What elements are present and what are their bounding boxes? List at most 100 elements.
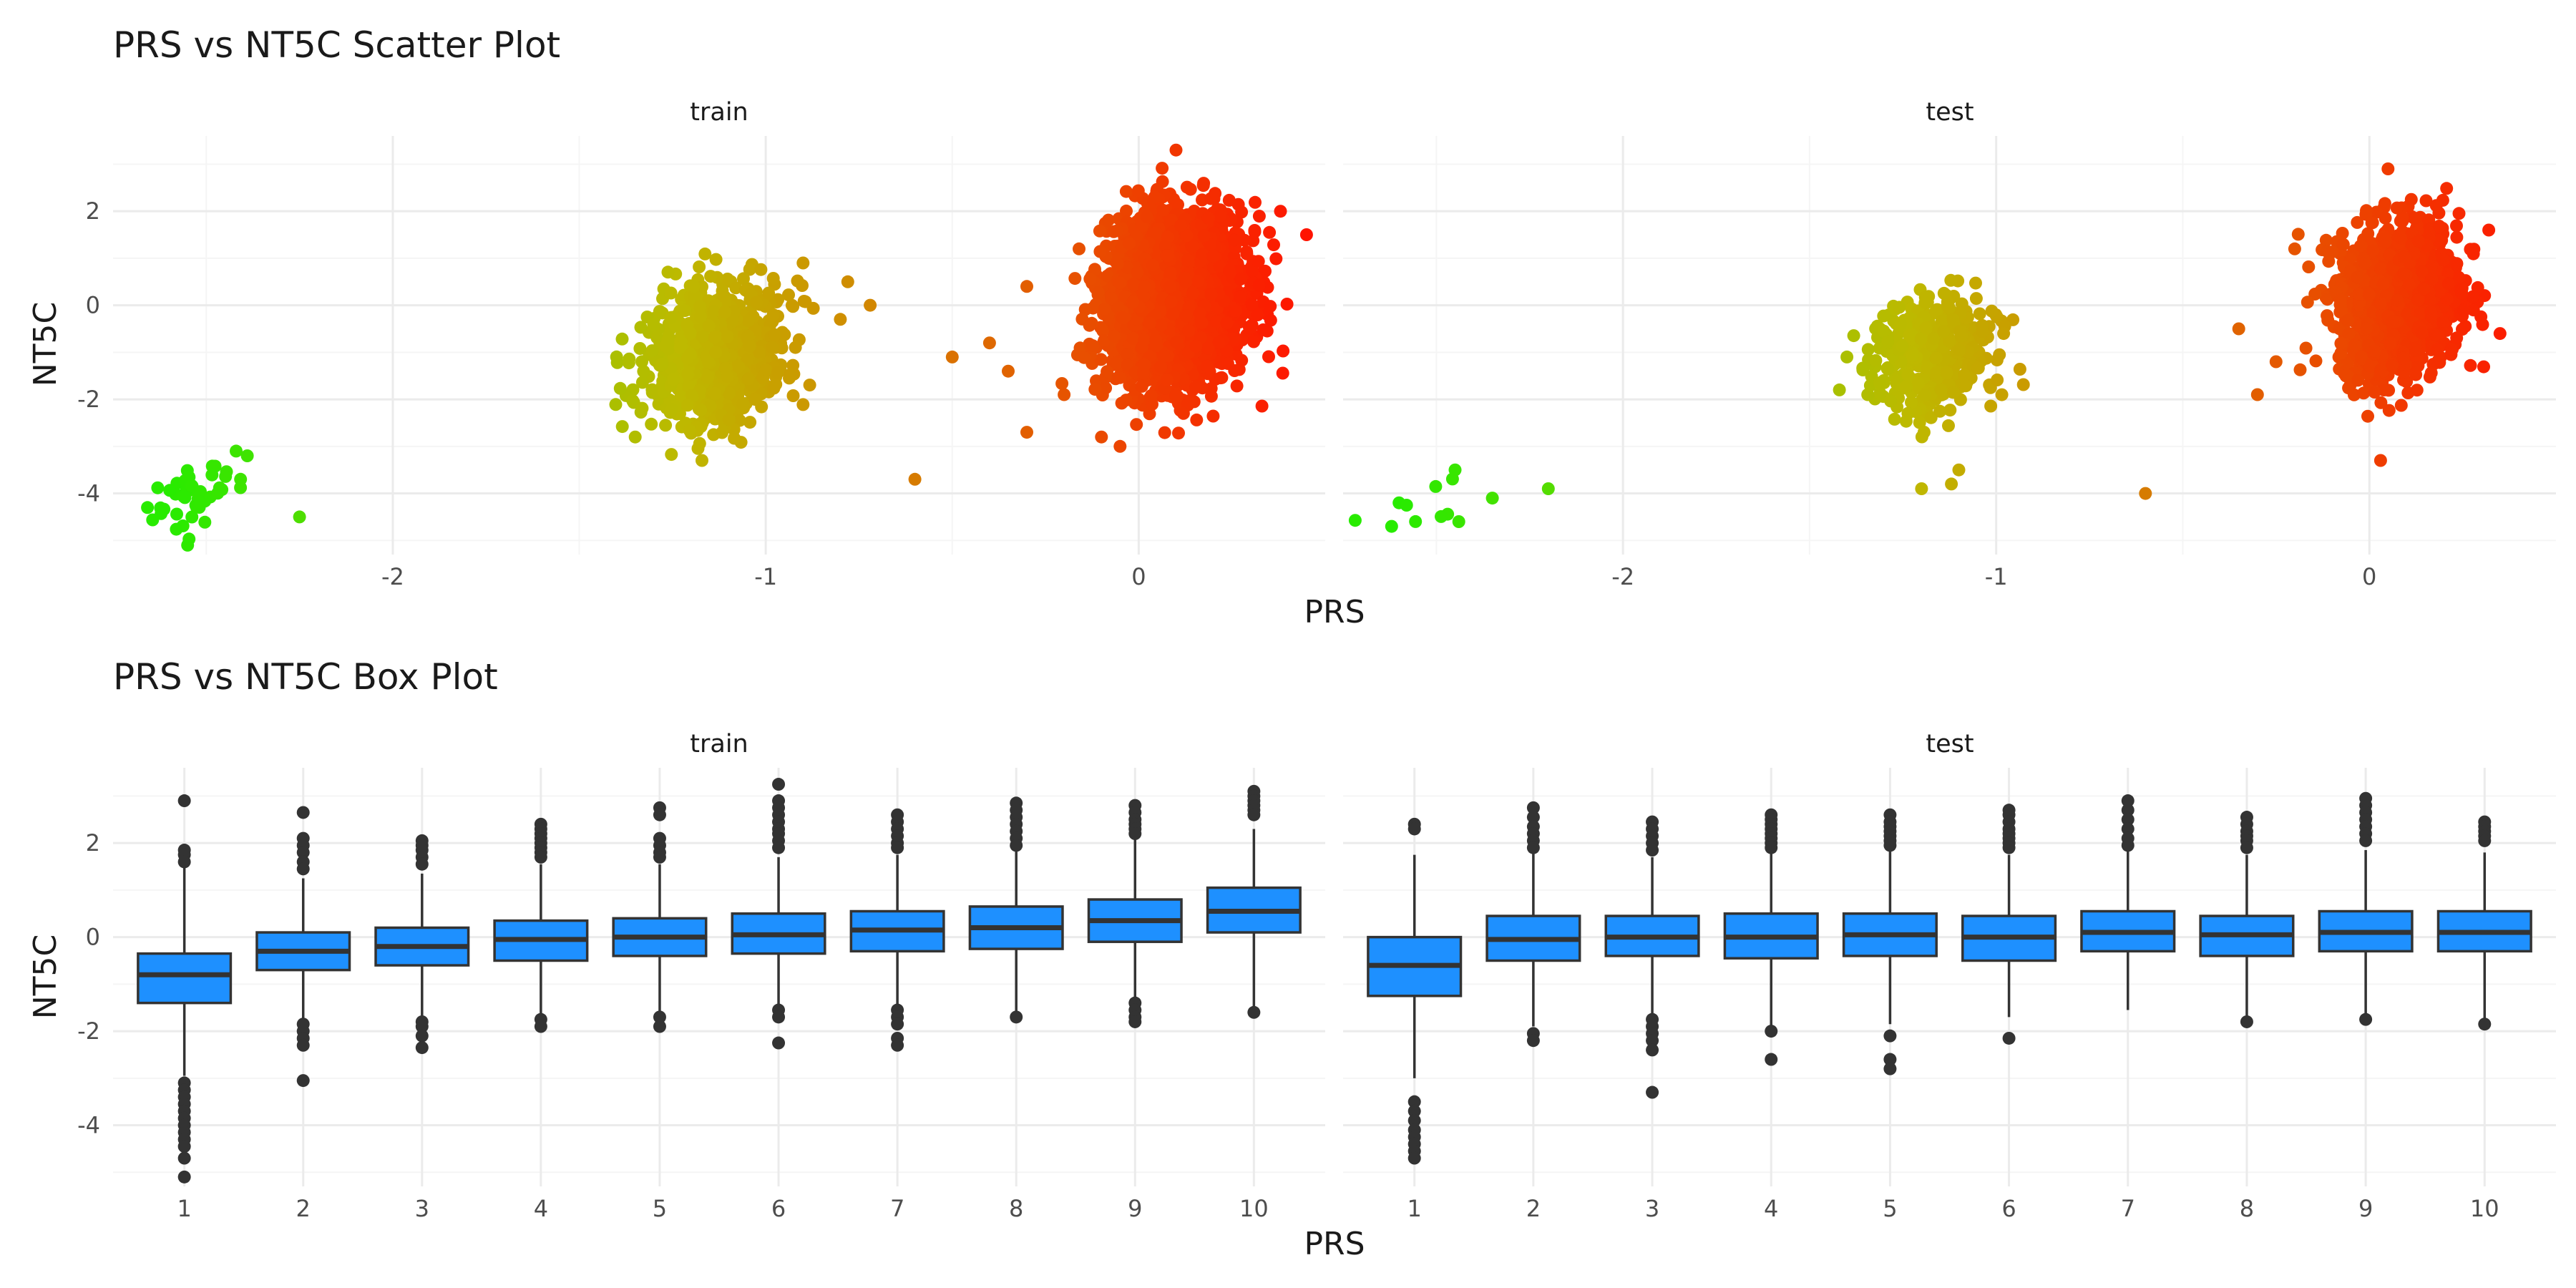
scatter-point bbox=[1244, 322, 1257, 336]
scatter-point bbox=[1234, 291, 1247, 304]
scatter-point bbox=[1969, 292, 1983, 306]
scatter-point bbox=[1086, 339, 1100, 353]
scatter-point bbox=[665, 402, 678, 416]
scatter-point bbox=[696, 330, 709, 343]
scatter-point bbox=[1126, 296, 1140, 309]
scatter-point bbox=[1971, 361, 1984, 375]
scatter-point bbox=[1158, 426, 1171, 439]
scatter-point bbox=[1276, 366, 1289, 380]
scatter-point bbox=[864, 298, 877, 312]
scatter-point bbox=[721, 273, 734, 286]
scatter-point bbox=[1206, 409, 1220, 423]
scatter-point bbox=[1260, 324, 1274, 338]
scatter-point bbox=[1140, 210, 1153, 223]
scatter-point bbox=[1935, 314, 1948, 328]
scatter-point bbox=[1264, 313, 1277, 327]
scatter-point bbox=[637, 364, 650, 378]
scatter-point bbox=[1156, 162, 1169, 175]
scatter-point bbox=[783, 371, 796, 385]
scatter-point bbox=[1149, 226, 1163, 240]
scatter-point bbox=[762, 286, 776, 300]
scatter-point bbox=[1348, 514, 1362, 527]
scatter-point bbox=[2374, 396, 2388, 409]
scatter-point bbox=[694, 310, 707, 323]
scatter-point bbox=[1212, 336, 1226, 349]
scatter-point bbox=[1171, 197, 1184, 211]
scatter-point bbox=[2431, 343, 2444, 356]
scatter-point bbox=[1179, 309, 1193, 323]
scatter-point bbox=[1108, 329, 1121, 343]
scatter-point bbox=[1163, 280, 1177, 293]
scatter-point bbox=[683, 348, 697, 361]
scatter-point bbox=[653, 305, 666, 318]
scatter-point bbox=[622, 356, 635, 370]
scatter-point bbox=[661, 333, 674, 347]
scatter-point bbox=[1113, 439, 1127, 453]
scatter-point bbox=[1937, 325, 1951, 338]
scatter-point bbox=[1263, 225, 1277, 239]
scatter-point bbox=[1093, 224, 1106, 238]
scatter-point bbox=[1847, 329, 1860, 343]
scatter-point bbox=[293, 510, 306, 524]
y-tick-label: 2 bbox=[86, 197, 100, 225]
scatter-point bbox=[1252, 255, 1265, 268]
scatter-point bbox=[2319, 233, 2333, 247]
scatter-point bbox=[732, 360, 746, 374]
scatter-point bbox=[1929, 351, 1943, 365]
scatter-point bbox=[741, 372, 755, 386]
scatter-point bbox=[1201, 211, 1215, 225]
scatter-point bbox=[696, 454, 708, 467]
scatter-point bbox=[743, 416, 757, 429]
scatter-point bbox=[1186, 240, 1200, 253]
scatter-point bbox=[1174, 219, 1188, 233]
scatter-point bbox=[678, 304, 692, 318]
scatter-point bbox=[1985, 304, 1999, 318]
scatter-point bbox=[1146, 258, 1159, 272]
scatter-point bbox=[2464, 358, 2477, 372]
scatter-point bbox=[2450, 230, 2464, 244]
scatter-point bbox=[1078, 351, 1091, 364]
scatter-point bbox=[701, 355, 715, 369]
scatter-point bbox=[707, 305, 721, 318]
scatter-point bbox=[1976, 325, 1989, 338]
scatter-point bbox=[1903, 329, 1916, 342]
scatter-point bbox=[609, 398, 623, 411]
scatter-point bbox=[2293, 363, 2307, 376]
scatter-point bbox=[1880, 361, 1894, 375]
scatter-point bbox=[719, 361, 732, 375]
scatter-point bbox=[634, 321, 648, 334]
scatter-point bbox=[2477, 360, 2490, 374]
scatter-point bbox=[796, 398, 810, 411]
scatter-point bbox=[693, 260, 706, 273]
scatter-point bbox=[1138, 358, 1151, 371]
scatter-point bbox=[766, 272, 780, 285]
scatter-point bbox=[1226, 332, 1239, 346]
scatter-point bbox=[1942, 419, 1955, 432]
scatter-point bbox=[2309, 354, 2323, 368]
scatter-point bbox=[1990, 353, 2004, 367]
scatter-point bbox=[743, 339, 756, 353]
scatter-point bbox=[1186, 287, 1199, 300]
scatter-point bbox=[1190, 413, 1204, 426]
scatter-point bbox=[1229, 304, 1242, 318]
scatter-point bbox=[834, 313, 847, 326]
scatter-point bbox=[701, 371, 714, 384]
y-tick-label: -2 bbox=[77, 386, 100, 413]
scatter-point bbox=[1958, 369, 1971, 382]
scatter-point bbox=[1991, 374, 2004, 386]
scatter-point bbox=[1169, 143, 1183, 157]
scatter-point bbox=[694, 404, 708, 416]
scatter-point bbox=[1095, 430, 1108, 444]
scatter-point bbox=[194, 485, 207, 498]
scatter-point bbox=[1924, 411, 1938, 424]
scatter-point bbox=[2424, 366, 2438, 380]
scatter-point bbox=[708, 386, 722, 400]
scatter-point bbox=[1264, 300, 1277, 313]
scatter-point bbox=[1121, 260, 1134, 274]
scatter-point bbox=[1995, 388, 2009, 401]
scatter-point bbox=[1105, 292, 1118, 306]
scatter-point bbox=[1165, 213, 1179, 227]
scatter-point bbox=[1984, 399, 1998, 413]
scatter-point bbox=[1906, 349, 1919, 363]
